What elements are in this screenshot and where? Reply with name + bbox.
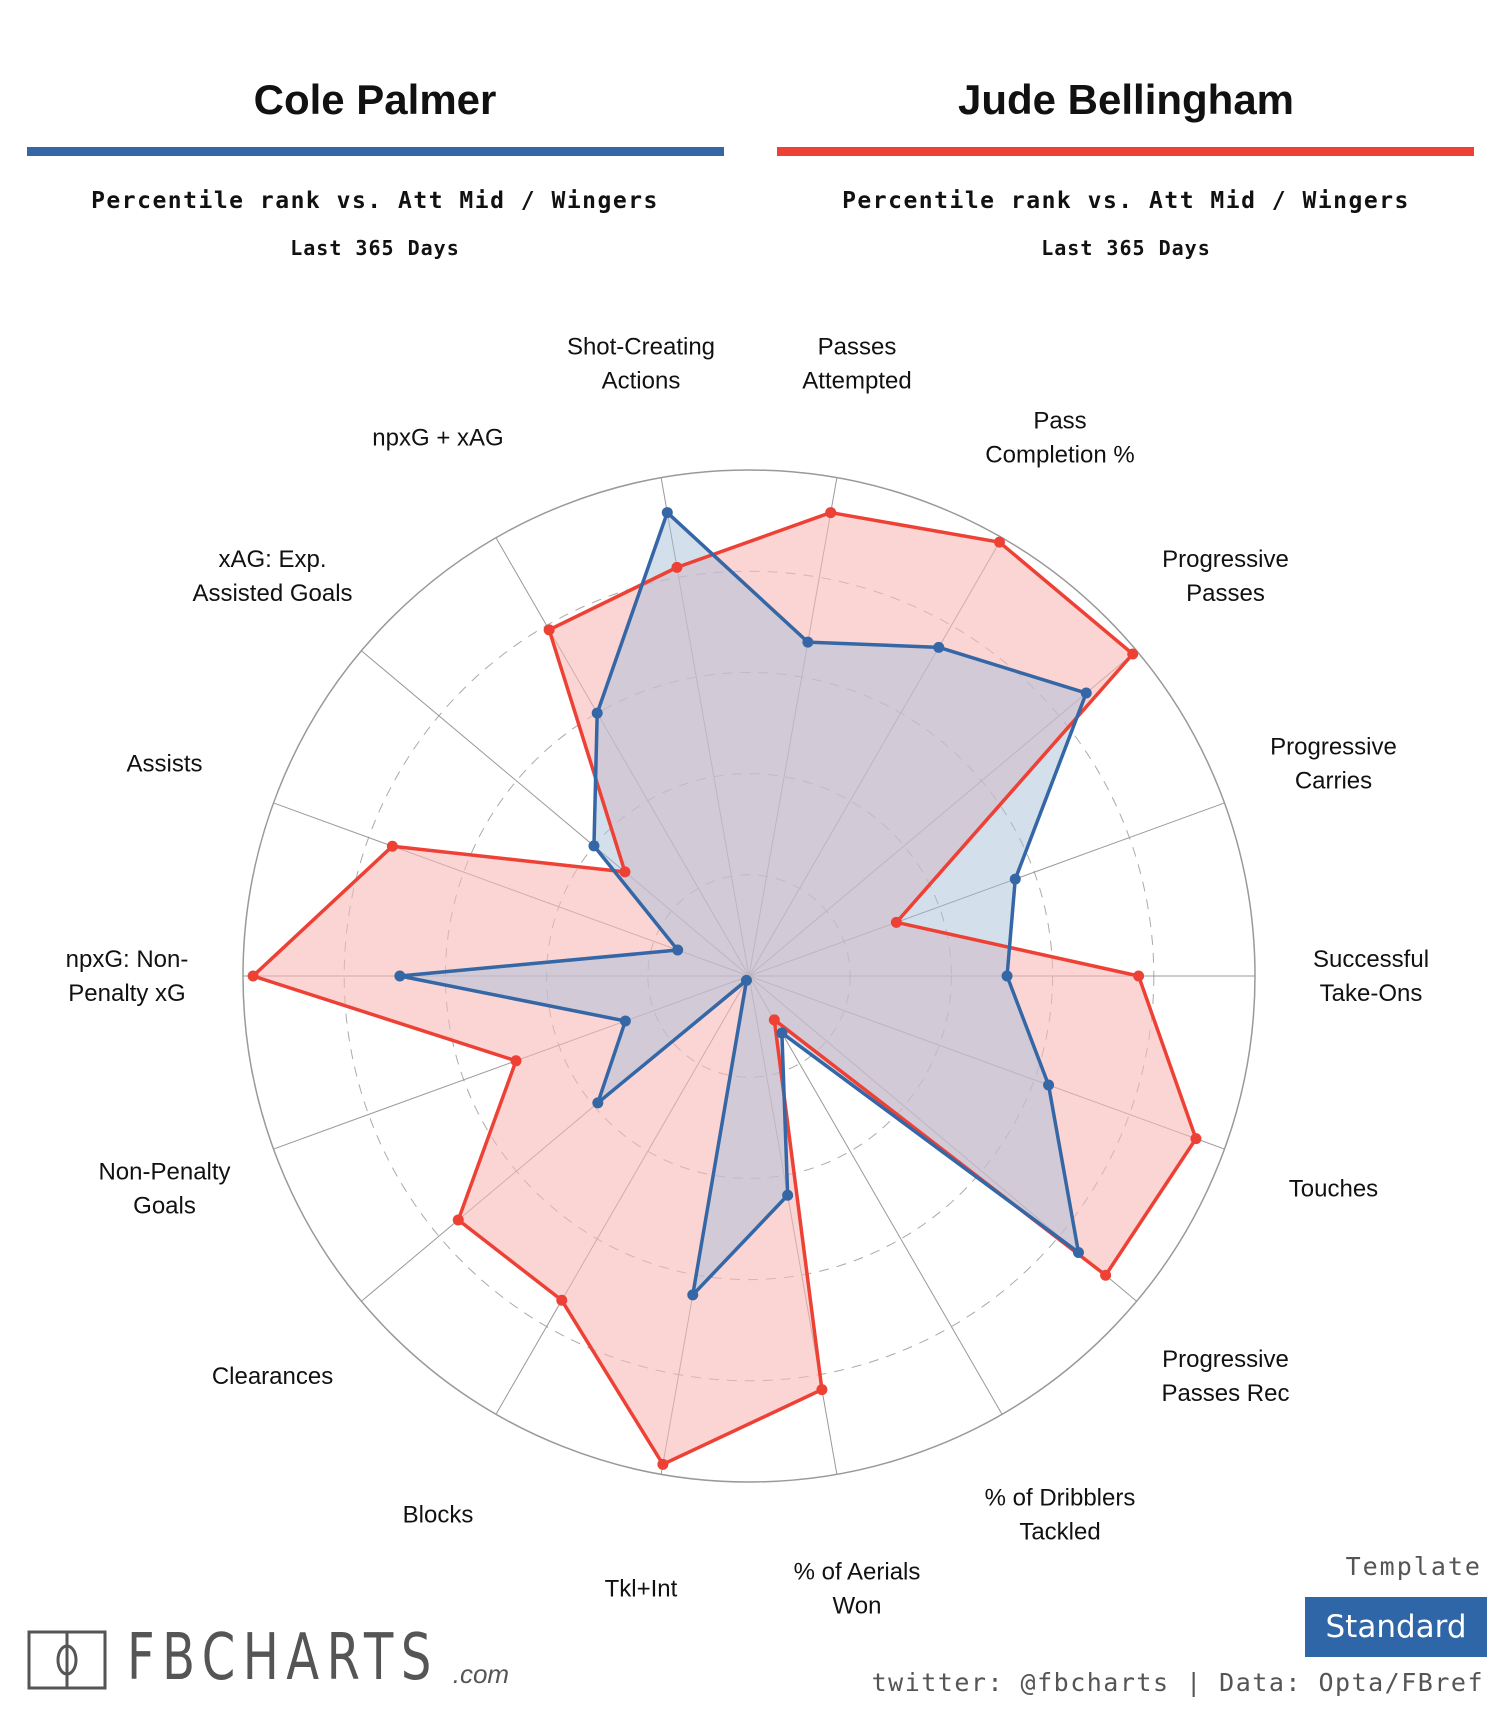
- data-point: [510, 1055, 522, 1067]
- data-point: [1127, 648, 1139, 660]
- data-point: [543, 624, 555, 636]
- category-label: Touches: [1289, 1176, 1378, 1203]
- category-label: Assists: [127, 750, 203, 777]
- player1-period: Last 365 Days: [290, 236, 460, 260]
- data-point: [768, 1014, 780, 1026]
- data-point: [993, 536, 1005, 548]
- player1-name: Cole Palmer: [253, 76, 497, 123]
- data-point: [802, 636, 814, 648]
- data-point: [672, 944, 684, 956]
- data-point: [671, 561, 683, 573]
- data-point: [1043, 1079, 1055, 1091]
- pitch-icon: [27, 1630, 107, 1690]
- data-point: [933, 641, 945, 653]
- data-point: [1009, 873, 1021, 885]
- category-label: Pass Completion %: [985, 407, 1134, 468]
- template-label: Template: [1345, 1552, 1482, 1581]
- logo-text: FBCHARTS: [127, 1621, 439, 1695]
- category-label: Progressive Passes: [1162, 546, 1289, 607]
- data-point: [687, 1289, 699, 1301]
- player1-subtitle: Percentile rank vs. Att Mid / Wingers: [91, 188, 659, 214]
- data-point: [816, 1384, 828, 1396]
- data-point: [619, 866, 631, 878]
- data-point: [1080, 687, 1092, 699]
- logo-suffix: .com: [452, 1659, 510, 1689]
- category-label: Clearances: [212, 1363, 333, 1390]
- category-label: Shot-Creating Actions: [567, 333, 715, 394]
- data-point: [386, 840, 398, 852]
- data-point: [825, 507, 837, 519]
- data-point: [776, 1027, 788, 1039]
- player2-color-bar: [777, 147, 1474, 156]
- category-label: Successful Take-Ons: [1313, 946, 1429, 1007]
- category-label: Blocks: [403, 1502, 474, 1529]
- axis-line: [748, 975, 1003, 1415]
- data-point: [452, 1214, 464, 1226]
- player1-color-bar: [27, 147, 724, 156]
- data-point: [1190, 1133, 1202, 1145]
- player2-name: Jude Bellingham: [957, 76, 1295, 123]
- data-point: [740, 974, 752, 986]
- category-label: xAG: Exp. Assisted Goals: [192, 546, 352, 607]
- category-label: % of Aerials Won: [794, 1559, 921, 1620]
- data-point: [247, 970, 259, 982]
- data-point: [619, 1015, 631, 1027]
- data-point: [1001, 970, 1013, 982]
- category-label: Progressive Passes Rec: [1161, 1346, 1289, 1407]
- category-label: npxG: Non-Penalty xG: [66, 946, 189, 1007]
- data-point: [394, 970, 406, 982]
- player2-subtitle: Percentile rank vs. Att Mid / Wingers: [842, 188, 1410, 214]
- data-point: [661, 507, 673, 519]
- data-point: [592, 1097, 604, 1109]
- data-credit: twitter: @fbcharts | Data: Opta/FBref: [871, 1668, 1484, 1697]
- data-point: [657, 1458, 669, 1470]
- data-point: [588, 840, 600, 852]
- category-label: Non-Penalty Goals: [98, 1159, 230, 1220]
- category-label: npxG + xAG: [372, 424, 503, 451]
- category-label: Passes Attempted: [802, 333, 911, 394]
- category-label: % of Dribblers Tackled: [985, 1485, 1136, 1546]
- category-label: Tkl+Int: [605, 1576, 678, 1603]
- fbcharts-logo: FBCHARTS .com: [27, 1626, 509, 1690]
- series-area: [399, 512, 1087, 1295]
- data-point: [782, 1189, 794, 1201]
- player2-period: Last 365 Days: [1041, 236, 1211, 260]
- data-point: [1100, 1269, 1112, 1281]
- data-point: [591, 707, 603, 719]
- category-label: Progressive Carries: [1270, 733, 1397, 794]
- data-point: [1133, 970, 1145, 982]
- data-point: [1072, 1246, 1084, 1258]
- data-point: [890, 916, 902, 928]
- template-badge: Standard: [1305, 1597, 1487, 1657]
- data-point: [556, 1294, 568, 1306]
